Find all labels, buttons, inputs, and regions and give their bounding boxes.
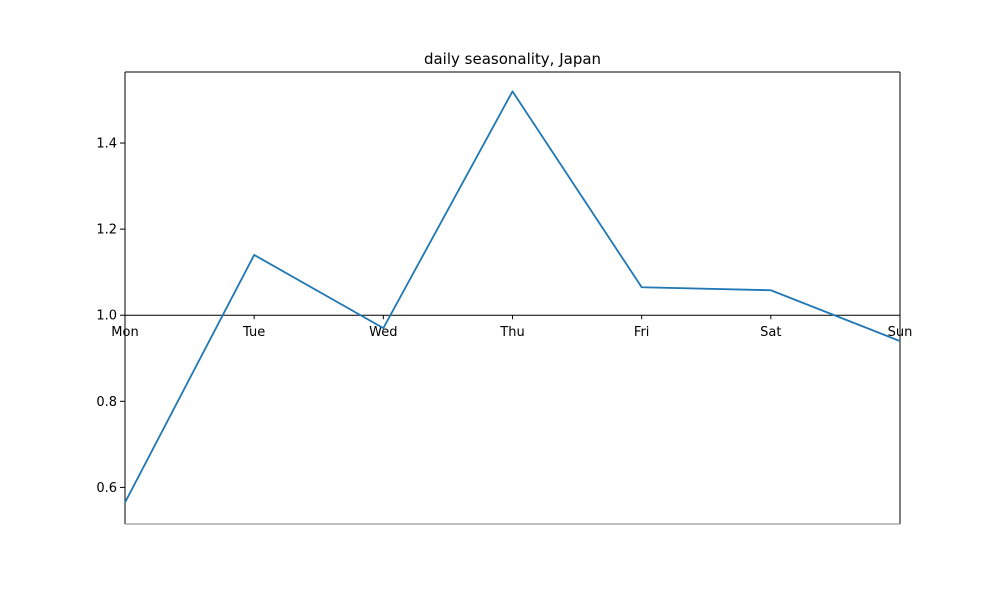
x-tick-label-mon: Mon <box>111 325 138 340</box>
y-axis-ticks: 0.6 0.8 1.0 1.2 1.4 <box>96 137 125 496</box>
x-tick-label-sat: Sat <box>760 325 781 340</box>
y-tick-label-0: 0.6 <box>96 481 117 496</box>
x-tick-label-sun: Sun <box>888 325 913 340</box>
x-tick-label-fri: Fri <box>634 325 650 340</box>
series-line <box>124 90 901 503</box>
x-tick-label-tue: Tue <box>242 325 265 340</box>
y-tick-label-4: 1.4 <box>96 137 117 152</box>
y-tick-label-3: 1.2 <box>96 223 117 238</box>
chart-title: daily seasonality, Japan <box>424 50 601 68</box>
y-tick-label-1: 0.8 <box>96 395 117 410</box>
x-tick-label-thu: Thu <box>499 325 524 340</box>
x-tick-label-wed: Wed <box>369 325 397 340</box>
x-axis-ticks: Mon Tue Wed Thu Fri Sat Sun <box>111 315 912 340</box>
y-tick-label-2: 1.0 <box>96 309 117 324</box>
